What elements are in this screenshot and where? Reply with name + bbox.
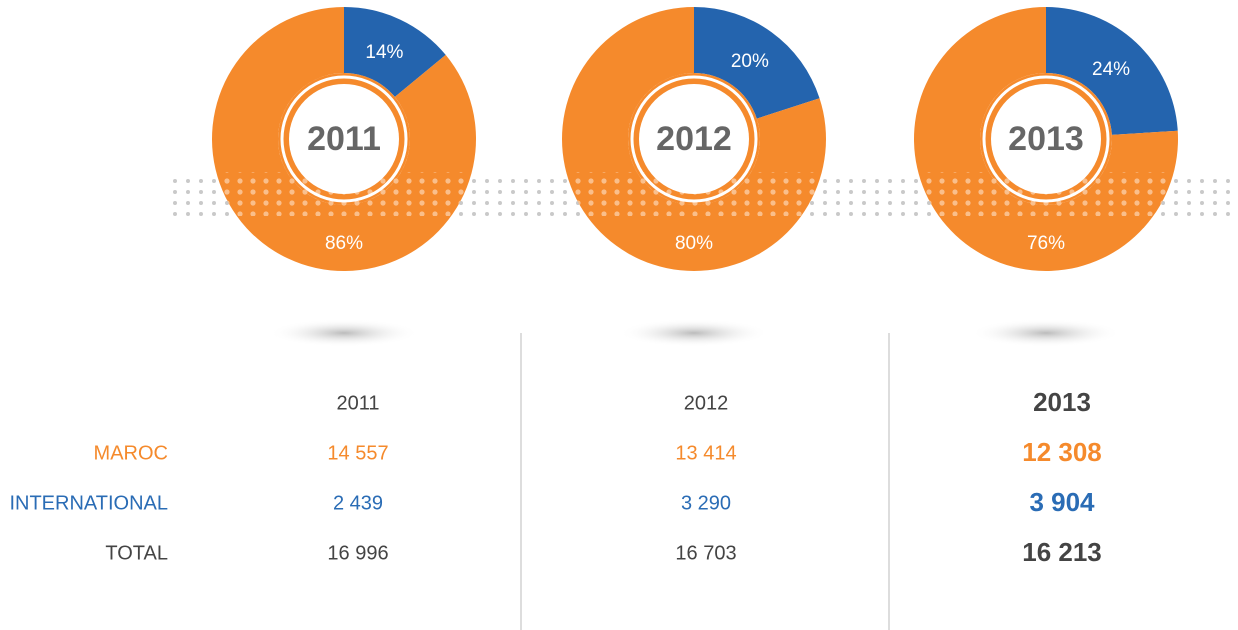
donut-segment	[694, 7, 820, 119]
row-label: MAROC	[94, 442, 168, 464]
donut-title: 2012	[656, 120, 732, 158]
donut-segment	[344, 7, 446, 97]
donut-title: 2013	[1008, 120, 1084, 158]
cell: 12 308	[1022, 437, 1102, 467]
row-label: TOTAL	[105, 542, 168, 564]
cell: 3 904	[1029, 487, 1095, 517]
donut-title: 2011	[307, 120, 381, 158]
table: 2011 2012 2013 MAROC 14 557 13 414 12 308 INTER…	[9, 387, 1101, 567]
column-header: 2012	[684, 392, 729, 414]
value-label: 76%	[1027, 233, 1065, 254]
value-label: 20%	[731, 51, 769, 72]
shadow	[269, 319, 419, 347]
center	[639, 84, 749, 194]
shadow	[619, 319, 769, 347]
center	[991, 84, 1101, 194]
shadow	[971, 319, 1121, 347]
cell: 3 290	[681, 492, 731, 514]
column-header: 2013	[1033, 387, 1091, 417]
row-label: INTERNATIONAL	[9, 492, 168, 514]
value-label: 86%	[325, 233, 363, 254]
value-label: 24%	[1092, 59, 1130, 80]
donut-segment	[1046, 7, 1178, 135]
column-header: 2011	[336, 392, 379, 414]
cell: 2 439	[333, 492, 383, 514]
center	[289, 84, 399, 194]
cell: 16 996	[327, 542, 388, 564]
cell: 13 414	[675, 442, 736, 464]
value-label: 80%	[675, 233, 713, 254]
dot-band-overlay	[212, 172, 1178, 216]
value-label: 14%	[365, 42, 403, 63]
cell: 14 557	[327, 442, 388, 464]
cell: 16 703	[675, 542, 736, 564]
cell: 16 213	[1022, 537, 1102, 567]
